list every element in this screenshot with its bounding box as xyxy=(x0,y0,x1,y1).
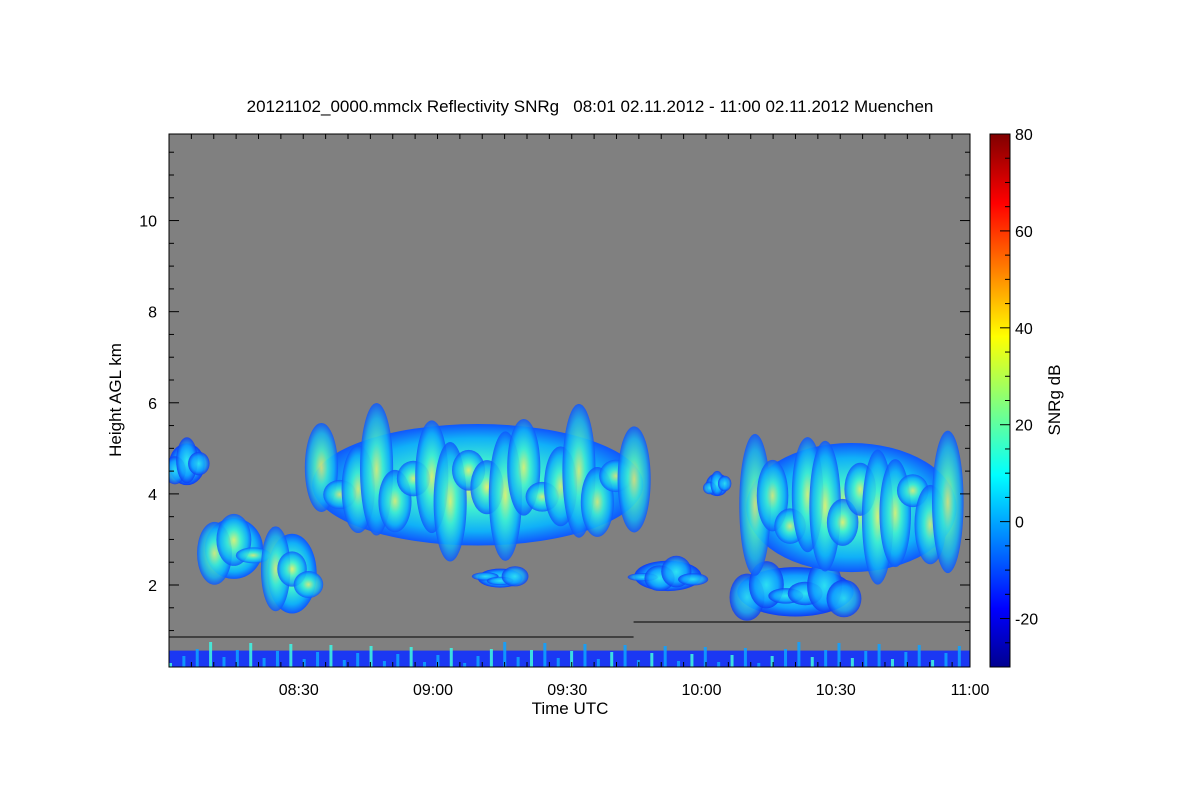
y-tick-label: 4 xyxy=(148,487,157,504)
colorbar-tick-label: 60 xyxy=(1015,224,1033,241)
x-axis: 08:30 09:00 09:30 10:00 10:30 11:00 xyxy=(168,134,990,699)
cloud-0925-2km xyxy=(471,566,529,588)
x-tick-label: 09:30 xyxy=(547,682,587,699)
colorbar-label: SNRg dB xyxy=(1045,365,1064,436)
x-axis-label: Time UTC xyxy=(532,699,609,718)
cloud-1030-4km xyxy=(739,430,964,585)
colorbar-tick-label: 80 xyxy=(1015,127,1033,144)
cloud-0805-4.5km xyxy=(169,437,210,486)
cloud-0955-2.3km xyxy=(627,555,709,592)
cloud-1005-4.2km xyxy=(703,470,732,497)
y-tick-label: 2 xyxy=(148,578,157,595)
y-tick-label: 10 xyxy=(139,214,157,231)
colorbar-tick-label: 0 xyxy=(1015,515,1024,532)
cloud-layer xyxy=(169,402,970,667)
cloud-0900-4km xyxy=(304,402,651,562)
x-tick-label: 10:00 xyxy=(681,682,721,699)
cloud-0826-2km xyxy=(260,526,324,614)
y-axis: 2 4 6 8 10 xyxy=(139,151,970,632)
chart-title: 20121102_0000.mmclx Reflectivity SNRg 08… xyxy=(246,97,934,116)
x-tick-label: 11:00 xyxy=(951,682,990,699)
cloud-0815-3km xyxy=(197,513,271,585)
y-axis-label: Height AGL km xyxy=(106,343,125,457)
colorbar: -20 0 20 40 60 80 xyxy=(989,127,1038,668)
colorbar-tick-label: 20 xyxy=(1015,418,1033,435)
x-tick-label: 08:30 xyxy=(279,682,319,699)
x-tick-label: 10:30 xyxy=(816,682,856,699)
colorbar-tick-label: -20 xyxy=(1015,612,1038,629)
y-tick-label: 6 xyxy=(148,396,157,413)
surface-clutter xyxy=(169,621,970,667)
plot-frame xyxy=(168,133,971,668)
colorbar-tick-label: 40 xyxy=(1015,321,1033,338)
y-tick-label: 8 xyxy=(148,305,157,322)
cloud-1020-2km xyxy=(729,558,862,621)
x-tick-label: 09:00 xyxy=(413,682,453,699)
